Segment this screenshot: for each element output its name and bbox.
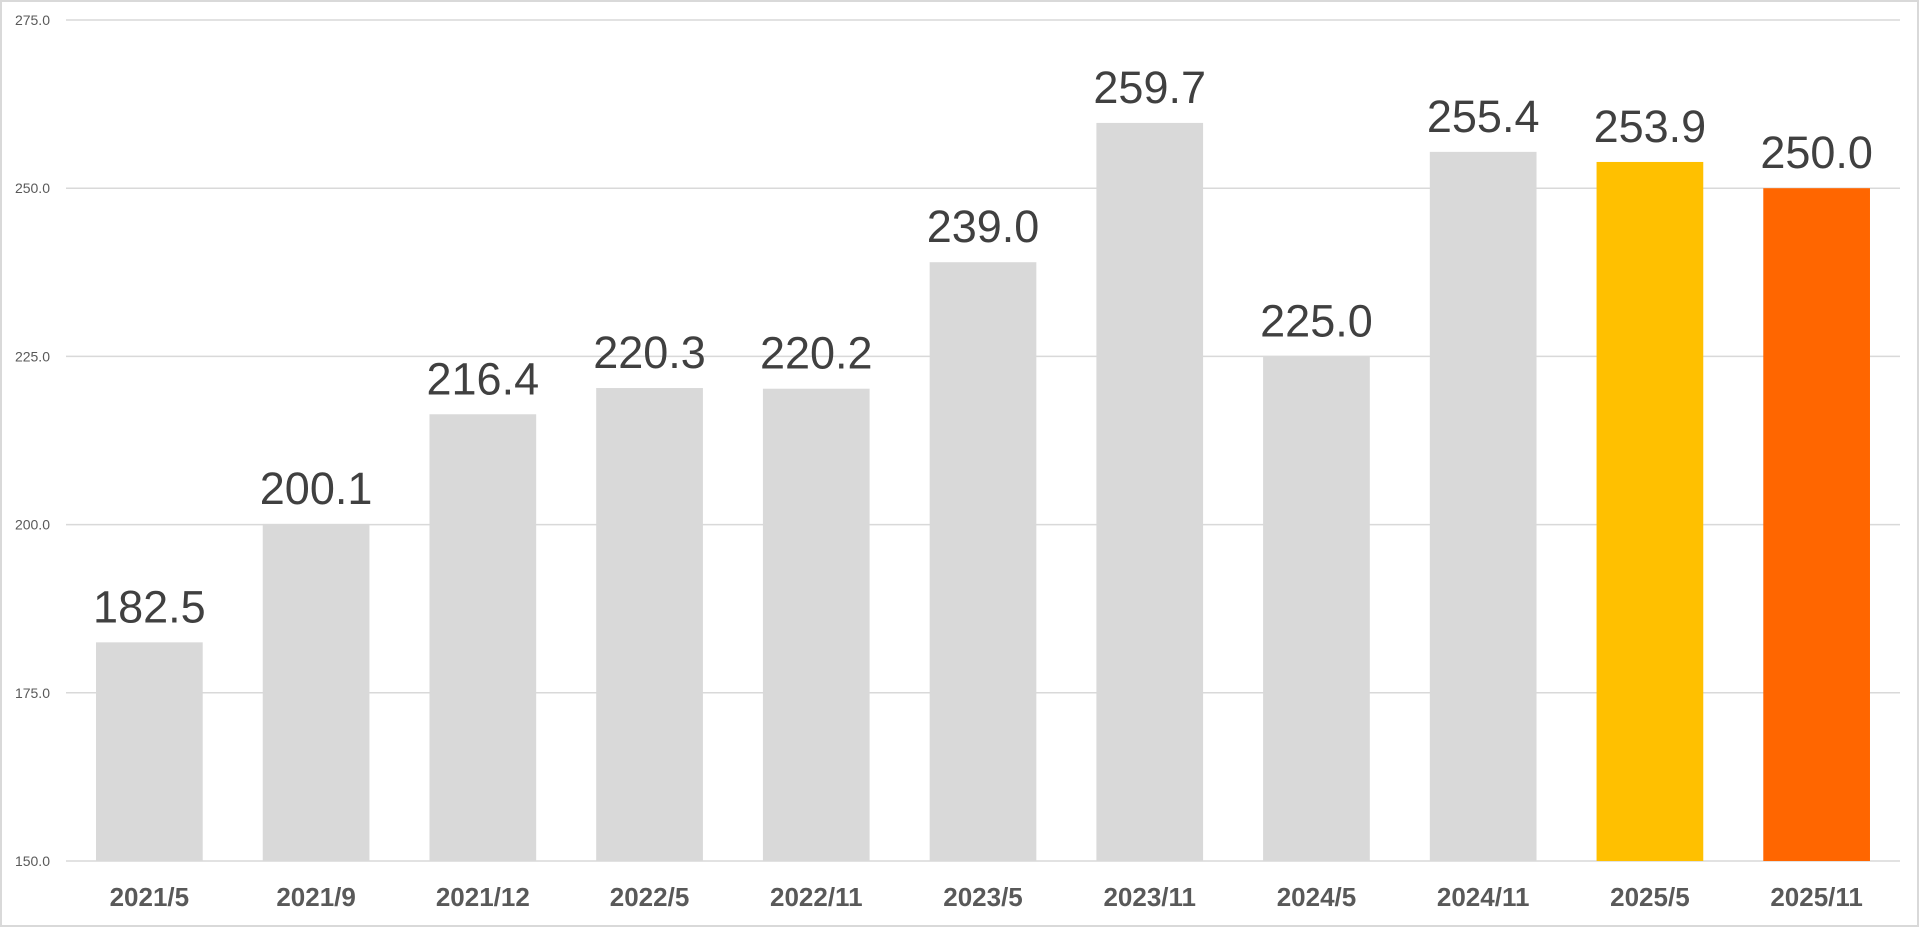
y-tick-label: 175.0	[15, 685, 50, 701]
bar	[1763, 188, 1870, 861]
y-tick-label: 250.0	[15, 180, 50, 196]
data-label: 216.4	[427, 353, 540, 404]
bar	[929, 262, 1037, 861]
x-tick-label: 2025/5	[1610, 882, 1690, 912]
bar	[96, 642, 203, 861]
y-tick-label: 200.0	[15, 517, 50, 533]
x-tick-label: 2023/11	[1103, 882, 1196, 912]
y-tick-label: 275.0	[15, 12, 50, 28]
x-tick-label: 2024/11	[1437, 882, 1530, 912]
bar	[429, 414, 537, 861]
data-label: 182.5	[93, 581, 206, 632]
data-label: 255.4	[1427, 91, 1540, 142]
data-label: 220.2	[760, 328, 873, 379]
bar	[262, 523, 370, 861]
data-label: 253.9	[1594, 101, 1707, 152]
x-tick-label: 2022/5	[610, 882, 690, 912]
y-tick-label: 225.0	[15, 348, 50, 364]
data-label: 200.1	[260, 463, 373, 514]
bar	[1429, 151, 1537, 862]
bar	[1596, 161, 1704, 861]
y-tick-label: 150.0	[15, 853, 50, 869]
x-tick-label: 2022/11	[770, 882, 863, 912]
data-label: 250.0	[1760, 127, 1873, 178]
bar	[1263, 356, 1370, 861]
bar	[1096, 122, 1204, 861]
x-tick-label: 2023/5	[943, 882, 1023, 912]
x-tick-label: 2021/12	[436, 882, 530, 912]
bar	[596, 388, 703, 861]
data-label: 239.0	[927, 201, 1040, 252]
bar	[762, 388, 870, 861]
x-tick-label: 2025/11	[1770, 882, 1863, 912]
x-tick-label: 2021/5	[110, 882, 190, 912]
data-label: 220.3	[593, 327, 706, 378]
data-label: 259.7	[1093, 62, 1206, 113]
data-label: 225.0	[1260, 295, 1373, 346]
x-tick-label: 2024/5	[1277, 882, 1357, 912]
x-tick-label: 2021/9	[276, 882, 356, 912]
